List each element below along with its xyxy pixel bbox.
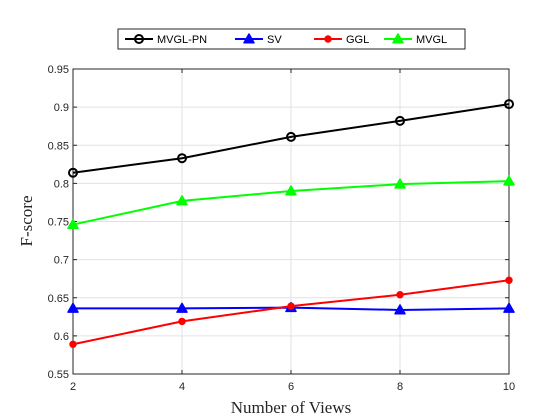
data-point-mvgl-pn [504,99,514,110]
x-tick-label: 6 [288,381,294,393]
data-point-mvgl [285,185,297,196]
y-axis-label: F-score [17,196,36,247]
data-point-mvgl [67,218,79,230]
y-tick-labels: 0.55 0.6 0.65 0.7 0.75 0.8 0.85 0.9 0.95 [48,64,69,381]
data-point-ggl [178,317,186,326]
x-tick-label: 4 [179,381,185,393]
data-point-mvgl [176,195,188,206]
x-axis-label: Number of Views [231,398,351,417]
y-tick-label: 0.75 [48,217,69,229]
legend-item-ggl: GGL [314,34,369,46]
data-point-mvgl-pn [177,153,187,164]
y-tick-label: 0.95 [48,64,69,76]
data-point-mvgl [503,175,515,186]
data-point-ggl [69,340,77,348]
y-tick-label: 0.9 [54,102,69,114]
legend-item-sv: SV [235,33,282,46]
series-line-mvgl-pn [72,103,510,174]
legend-swatch-marker [324,35,332,43]
data-point-sv [176,302,188,313]
legend-item-mvgl: MVGL [384,33,447,46]
data-point-mvgl-pn [395,115,405,126]
x-tick-labels: 2 4 6 8 10 [70,381,515,393]
data-point-ggl [287,302,295,310]
x-tick-label: 10 [503,381,515,393]
y-tick-label: 0.7 [54,255,69,267]
data-point-mvgl-pn [68,167,78,178]
legend-box [117,28,466,50]
legend-swatch-marker [134,34,144,44]
legend-swatch-marker [243,33,255,44]
data-point-sv [503,302,515,313]
y-tick-label: 0.55 [48,369,69,381]
series-mvgl [67,175,515,230]
data-point-ggl [396,291,404,299]
series-mvgl-pn [68,99,514,178]
y-tick-label: 0.85 [48,140,69,152]
y-tick-label: 0.6 [54,331,69,343]
series-group [67,99,515,348]
y-tick-label: 0.65 [48,293,69,305]
legend-label: MVGL [416,34,447,46]
data-point-mvgl-pn [286,131,296,142]
data-point-mvgl [394,178,406,189]
data-point-ggl [505,276,513,284]
data-point-sv [67,302,79,313]
x-tick-label: 2 [70,381,76,393]
series-ggl [69,276,513,348]
legend-label: SV [267,34,282,46]
legend-label: GGL [346,34,369,46]
data-point-sv [394,304,406,315]
legend-label: MVGL-PN [157,34,207,46]
y-tick-label: 0.8 [54,178,69,190]
legend-swatch-marker [392,33,404,44]
legend-item-mvgl-pn: MVGL-PN [125,34,207,46]
legend: MVGL-PN SV GGL MVGL [117,28,466,50]
x-tick-label: 8 [397,381,403,393]
